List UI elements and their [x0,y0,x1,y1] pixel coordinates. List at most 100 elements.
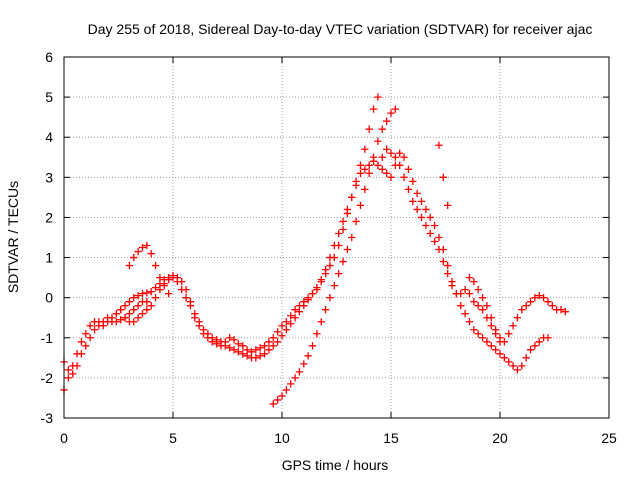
data-point [326,261,334,270]
data-point [343,205,352,214]
data-point [282,318,291,326]
data-point [130,318,138,326]
data-point [317,318,325,326]
data-point [86,334,94,342]
data-point [435,141,443,149]
data-point [404,185,413,194]
data-point [256,352,264,360]
data-point [361,165,369,173]
data-point [382,117,391,125]
data-point [199,330,208,338]
data-point [256,344,264,352]
data-point [191,314,199,322]
y-axis-label: SDTVAR / TECUs [5,181,21,293]
data-point [356,201,365,210]
data-point [243,352,251,360]
data-point [339,225,347,234]
data-point [557,306,565,314]
data-point [82,330,90,338]
data-point [378,125,386,133]
data-point [252,354,260,362]
x-axis-label: GPS time / hours [282,457,389,473]
chart-title: Day 255 of 2018, Sidereal Day-to-day VTE… [88,21,593,37]
data-point [374,137,382,145]
data-point [295,368,304,376]
data-point [186,302,195,310]
data-point [147,302,155,310]
y-tick-label: 4 [45,129,53,145]
data-point [365,161,373,169]
data-point [396,149,404,157]
data-point [117,316,125,324]
data-point [130,306,138,314]
data-point [487,322,495,330]
data-point [548,302,556,310]
data-point [147,249,155,258]
data-point [365,125,373,133]
data-point [365,169,373,177]
data-point [422,221,430,230]
data-point [260,342,269,350]
data-point [204,334,212,342]
data-point [308,342,317,350]
data-point [278,322,286,330]
data-point [226,344,234,352]
data-point [430,221,439,230]
data-point [400,153,408,161]
data-point [444,261,452,270]
data-point [330,281,338,290]
data-point [478,294,487,302]
data-point [326,294,334,302]
data-point [361,185,369,194]
data-point [352,217,360,226]
y-tick-label: 3 [45,169,53,185]
x-tick-label: 5 [169,430,177,446]
data-point [287,380,295,388]
data-point [409,197,417,206]
data-point [151,283,160,292]
data-point [544,298,552,306]
data-point [339,217,347,226]
data-point [86,322,94,330]
data-point [278,392,286,400]
data-point [378,165,386,173]
data-point [339,257,347,266]
data-point [208,338,216,346]
data-point [300,302,308,310]
data-point [77,350,86,358]
data-point [500,338,509,346]
data-point [513,366,522,374]
tick-labels: 0 5 10 15 20 25 -3 -2 -1 0 1 2 3 4 5 6 [41,49,617,446]
data-point [156,273,164,282]
data-point [509,322,517,330]
data-point [169,273,177,282]
data-point [369,153,378,161]
data-point [444,201,452,210]
data-point [287,320,295,328]
data-point [413,189,421,198]
data-point [465,273,474,282]
data-point [518,306,526,314]
data-point [282,326,291,334]
data-point [535,292,543,300]
data-point [69,370,77,378]
data-point [387,109,395,117]
data-point [151,294,160,302]
data-point [391,161,400,169]
data-point [313,330,321,338]
data-point [234,348,243,356]
data-point [247,348,256,356]
data-point [138,290,147,298]
data-point [273,328,282,336]
data-point [435,233,443,242]
data-point [461,285,469,294]
data-point [134,302,142,310]
data-point [239,350,247,358]
data-point [313,283,321,292]
data-point [439,173,447,181]
data-point [361,145,369,153]
data-point [143,306,151,314]
y-tick-label: 5 [45,89,53,105]
data-point [391,153,400,161]
